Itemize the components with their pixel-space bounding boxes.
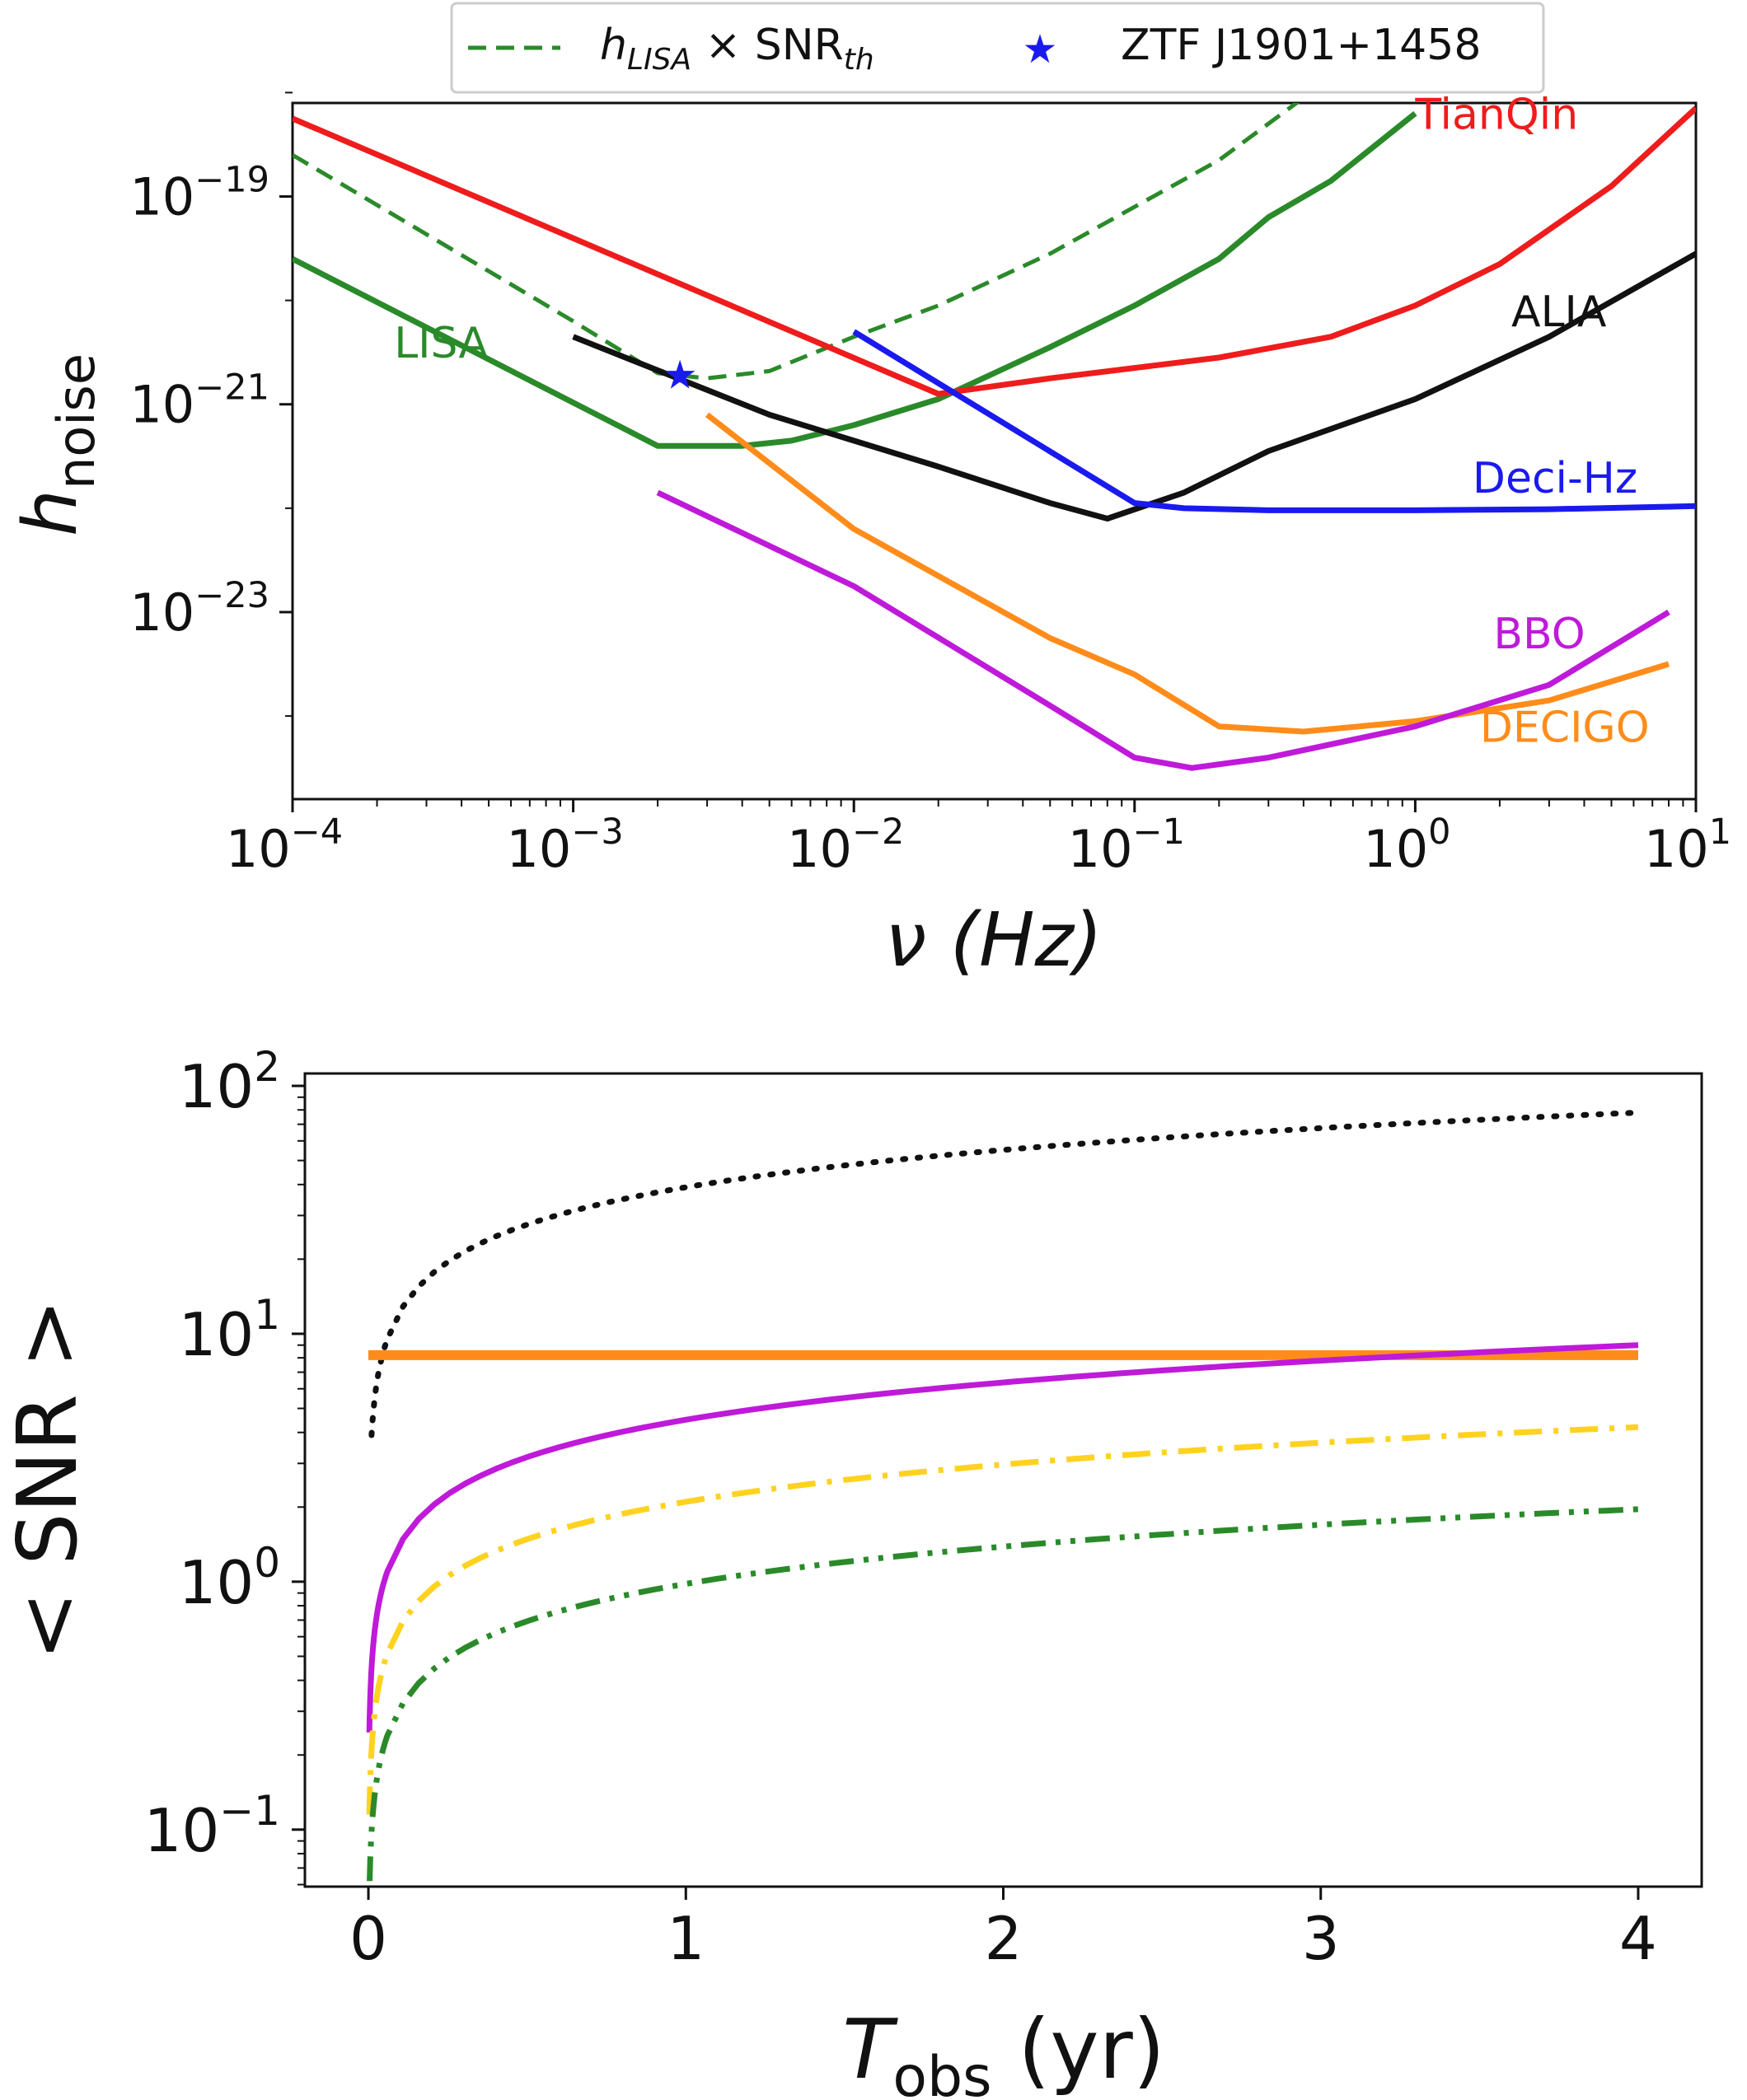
top-y-tick-label: 10−21 (129, 367, 269, 435)
bottom-y-tick-label: 101 (179, 1291, 280, 1369)
legend-star-icon: ★ (1022, 26, 1057, 72)
bottom-y-tick-label: 100 (179, 1539, 280, 1617)
top-x-tick-label: 10−2 (787, 811, 904, 879)
snr-panel: 0 1 2 3 4 10−1 100 101 102 Tobs (yr) < SNR > (0, 1043, 1703, 2100)
top-x-tick-label: 101 (1644, 811, 1731, 879)
top-series-decigo (705, 412, 1670, 735)
top-x-ticks: 10−4 10−3 10−2 10−1 100 101 (226, 799, 1731, 879)
curve-label-alia: ALIA (1511, 288, 1607, 337)
legend-hlisa-label: hLISA × SNRth (600, 21, 874, 77)
bottom-x-tick-label: 3 (1302, 1904, 1340, 1973)
top-y-axis-label: hnoise (7, 353, 106, 536)
top-x-tick-label: 10−3 (506, 811, 623, 879)
top-series (293, 103, 1696, 771)
bottom-axes-frame (303, 1072, 1703, 1888)
bottom-series-lisa (367, 1506, 1639, 1882)
top-x-tick-label: 10−1 (1068, 811, 1185, 879)
bottom-series-alia (368, 1110, 1642, 1438)
top-x-axis-label: ν (Hz) (885, 897, 1103, 984)
legend-frame (450, 2, 1545, 94)
top-curve-labels: LISA TianQin ALIA Deci-Hz DECIGO BBO ★ (394, 91, 1649, 753)
curve-label-deci-hz: Deci-Hz (1473, 454, 1637, 503)
top-y-tick-label: 10−23 (129, 575, 269, 643)
bottom-x-axis-label: Tobs (yr) (842, 2001, 1164, 2100)
top-series-hlisa-x-snrth (293, 103, 1300, 381)
top-series-tianqin (293, 105, 1696, 397)
bottom-series-tianqin (366, 1424, 1639, 1815)
curve-label-bbo: BBO (1493, 610, 1585, 659)
legend-ztf-label: ZTF J1901+1458 (1121, 21, 1481, 70)
curve-label-tianqin: TianQin (1414, 91, 1578, 140)
top-series-deci-hz (852, 329, 1696, 513)
top-series-bbo (656, 489, 1670, 771)
top-x-tick-label: 10−4 (226, 811, 343, 879)
legend: hLISA × SNRth ★ ZTF J1901+1458 (450, 2, 1545, 94)
bottom-x-tick-label: 4 (1619, 1904, 1657, 1973)
bottom-y-ticks: 10−1 100 101 102 (144, 1043, 305, 1886)
bottom-x-tick-label: 1 (667, 1904, 705, 1973)
curve-label-decigo: DECIGO (1480, 704, 1650, 753)
bottom-x-tick-label: 0 (349, 1904, 387, 1973)
bottom-y-tick-label: 10−1 (144, 1787, 280, 1865)
bottom-series (366, 1110, 1642, 1882)
ztf-star-marker-icon: ★ (663, 352, 698, 398)
bottom-x-tick-label: 2 (985, 1904, 1023, 1973)
curve-label-lisa: LISA (394, 319, 488, 368)
top-axes-frame (291, 101, 1698, 801)
top-x-tick-label: 100 (1363, 811, 1450, 879)
noise-curves-panel: hLISA × SNRth ★ ZTF J1901+1458 10−4 10−3 1… (7, 2, 1731, 984)
bottom-x-ticks: 0 1 2 3 4 (349, 1887, 1657, 1973)
bottom-series-bbo (366, 1342, 1639, 1733)
top-series-lisa (293, 110, 1417, 449)
top-y-ticks: 10−19 10−21 10−23 (129, 91, 293, 718)
top-y-tick-label: 10−19 (129, 160, 269, 227)
bottom-y-tick-label: 102 (179, 1043, 280, 1121)
bottom-y-axis-label: < SNR > (0, 1299, 96, 1661)
